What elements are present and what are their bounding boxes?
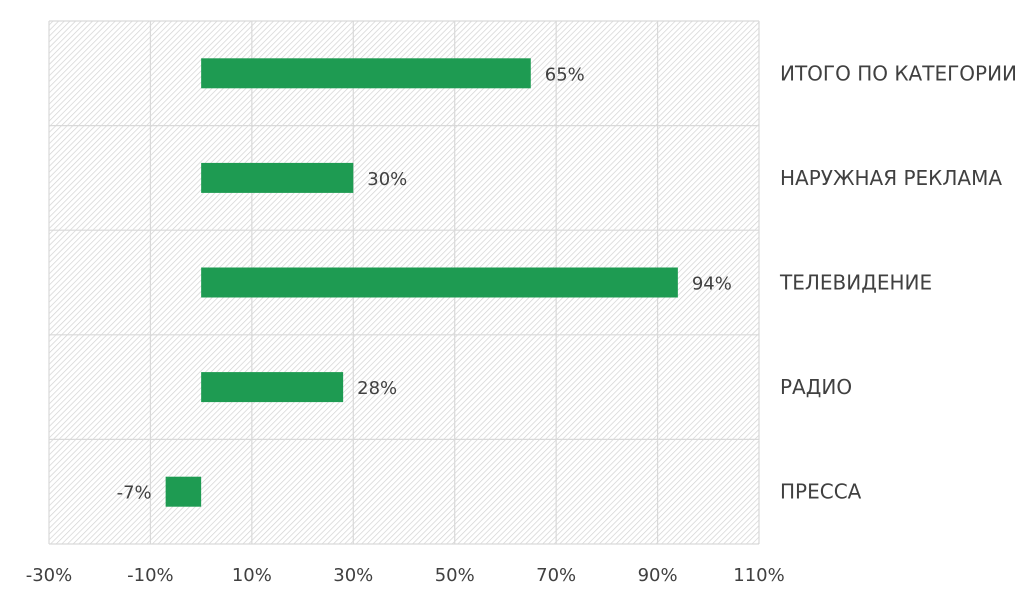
category-label: ИТОГО ПО КАТЕГОРИИ: [780, 61, 1017, 85]
data-label: 65%: [545, 64, 585, 85]
x-tick-label: 90%: [638, 565, 678, 586]
data-label: 28%: [357, 378, 397, 399]
x-tick-label: -10%: [127, 565, 174, 586]
x-tick-label: -30%: [26, 565, 73, 586]
bars: [165, 58, 678, 507]
data-label: -7%: [117, 483, 152, 504]
category-label: НАРУЖНАЯ РЕКЛАМА: [780, 166, 1002, 190]
category-label: РАДИО: [780, 375, 852, 399]
labels: -30% -10% 10% 30% 50% 70% 90% 110% 65% ИТОГО ПО К…: [26, 61, 1017, 586]
data-label: 30%: [367, 169, 407, 190]
bar: [201, 267, 678, 298]
bar: [201, 372, 344, 403]
data-label: 94%: [692, 274, 732, 295]
bar: [165, 476, 202, 507]
category-label: ПРЕССА: [780, 480, 862, 504]
category-label: ТЕЛЕВИДЕНИЕ: [779, 271, 932, 295]
x-tick-label: 70%: [536, 565, 576, 586]
x-tick-label: 50%: [435, 565, 475, 586]
x-tick-label: 110%: [733, 565, 784, 586]
bar: [201, 162, 354, 193]
x-tick-label: 10%: [232, 565, 272, 586]
x-tick-label: 30%: [333, 565, 373, 586]
bar: [201, 58, 531, 89]
